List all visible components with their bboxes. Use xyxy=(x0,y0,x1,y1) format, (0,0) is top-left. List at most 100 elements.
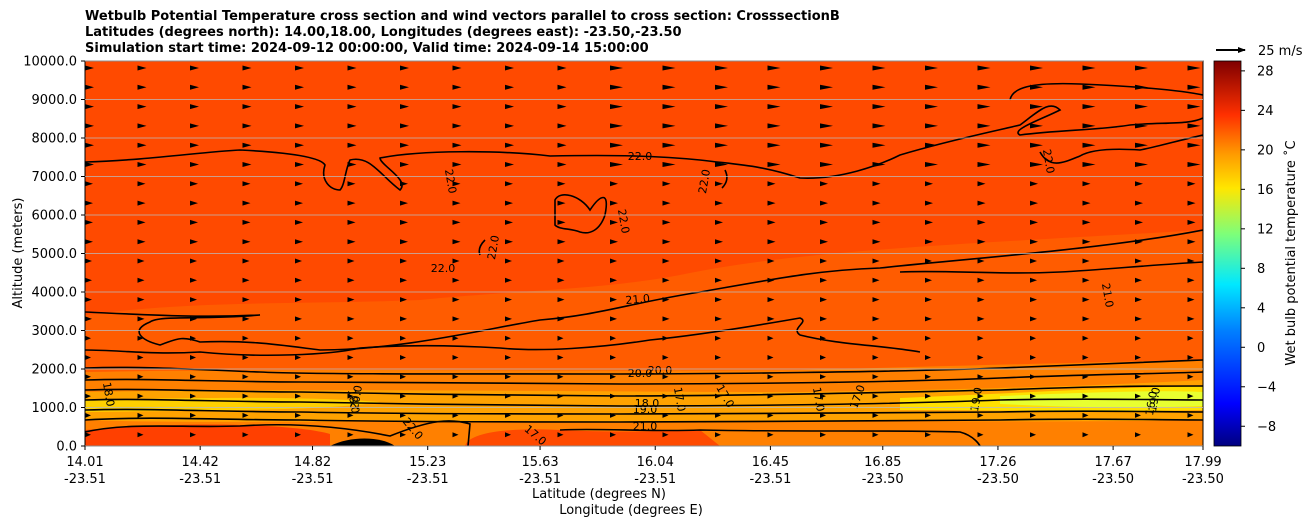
wind-vector xyxy=(1030,258,1037,264)
wind-vector xyxy=(820,335,826,341)
wind-vector-head xyxy=(872,104,886,110)
wind-vector-head xyxy=(977,84,991,90)
wind-vector-head xyxy=(137,297,145,303)
wind-vector xyxy=(925,142,938,148)
wind-vector-head xyxy=(452,84,462,90)
wind-vector-head xyxy=(872,297,880,303)
wind-vector-head xyxy=(505,393,511,399)
wind-vector-head xyxy=(820,277,827,283)
wind-vector-head xyxy=(137,84,147,90)
wind-vector xyxy=(872,181,881,187)
wind-vector xyxy=(557,65,567,71)
wind-vector xyxy=(977,162,991,167)
contour-label: 17.0 xyxy=(810,386,827,412)
wind-vector xyxy=(85,239,93,245)
wind-vector-head xyxy=(347,374,354,380)
wind-vector-head xyxy=(557,316,565,322)
wind-vector xyxy=(1187,104,1201,110)
wind-vector-head xyxy=(662,200,671,206)
wind-vector xyxy=(505,335,511,341)
wind-vector-head xyxy=(610,239,618,245)
wind-vector-head xyxy=(925,412,931,418)
wind-vector-head xyxy=(820,258,827,264)
wind-vector-head xyxy=(1030,162,1043,167)
wind-vector xyxy=(557,316,565,322)
wind-vector-head xyxy=(85,104,94,110)
wind-vector-head xyxy=(1187,142,1201,148)
wind-vector xyxy=(767,123,781,129)
wind-vector-head xyxy=(662,432,669,438)
wind-vector-head xyxy=(242,412,249,418)
wind-vector-head xyxy=(85,65,94,71)
wind-vector-head xyxy=(242,335,249,341)
contour-label: 18.0 xyxy=(100,381,117,407)
wind-vector xyxy=(925,374,931,380)
wind-vector xyxy=(662,200,671,206)
wind-vector xyxy=(820,104,833,110)
wind-vector xyxy=(1135,181,1143,187)
wind-vector-head xyxy=(872,355,879,360)
wind-vector-head xyxy=(662,412,669,418)
wind-vector xyxy=(820,258,827,264)
wind-vector-head xyxy=(977,393,984,399)
wind-vector-head xyxy=(400,393,406,399)
wind-vector xyxy=(242,65,252,71)
wind-vector xyxy=(137,123,147,129)
wind-vector-head xyxy=(452,335,459,341)
wind-vector xyxy=(557,335,564,341)
wind-vector xyxy=(1082,65,1096,71)
wind-vector-head xyxy=(347,297,355,303)
wind-vector xyxy=(977,297,985,303)
wind-vector-head xyxy=(242,297,250,303)
contour-label: 18.0 xyxy=(635,397,660,410)
y-tick-label: 10000.0 xyxy=(23,55,77,70)
wind-vector xyxy=(662,277,670,283)
wind-vector-head xyxy=(242,104,252,110)
wind-vector-head xyxy=(1135,316,1142,322)
wind-vector xyxy=(452,219,461,225)
wind-vector xyxy=(295,104,304,110)
wind-vector-head xyxy=(137,277,145,283)
wind-vector-head xyxy=(977,65,991,71)
wind-vector xyxy=(662,316,670,322)
wind-vector xyxy=(190,104,199,110)
wind-vector xyxy=(1082,374,1089,380)
wind-vector-head xyxy=(1082,335,1089,341)
x-axis-label-longitude: Longitude (degrees E) xyxy=(559,503,703,518)
wind-vector-head xyxy=(662,162,676,167)
wind-vector xyxy=(1187,432,1194,438)
wind-vector-head xyxy=(190,374,196,380)
wind-vector-head xyxy=(872,65,886,71)
wind-vector-head xyxy=(610,104,623,110)
wind-vector xyxy=(1135,162,1148,167)
wind-vector xyxy=(662,162,676,167)
wind-vector-head xyxy=(85,219,93,225)
wind-vector-head xyxy=(977,200,986,206)
wind-vector-head xyxy=(1082,432,1089,438)
wind-vector-head xyxy=(715,162,728,167)
wind-vector-head xyxy=(1030,123,1043,129)
wind-vector-head xyxy=(347,104,357,110)
wind-vector xyxy=(557,374,564,380)
wind-vector-head xyxy=(715,297,722,303)
wind-vector-head xyxy=(1030,258,1037,264)
wind-vector-head xyxy=(1135,65,1148,71)
wind-vector-head xyxy=(662,297,670,303)
wind-vector-head xyxy=(452,374,459,380)
wind-vector-head xyxy=(872,393,879,399)
wind-vector xyxy=(767,355,774,360)
wind-vector xyxy=(137,316,145,322)
wind-vector-head xyxy=(715,65,728,71)
contour-lines xyxy=(85,82,1203,446)
wind-vector xyxy=(347,219,356,225)
wind-vector xyxy=(557,297,565,303)
wind-vector xyxy=(1030,239,1038,245)
wind-vector xyxy=(1135,355,1141,360)
wind-vector xyxy=(295,374,301,380)
wind-vector-head xyxy=(872,335,879,341)
wind-vector-head xyxy=(242,123,252,129)
wind-vector-head xyxy=(295,104,304,110)
wind-vector-head xyxy=(137,142,147,148)
wind-vector-head xyxy=(242,65,252,71)
y-tick-label: 1000.0 xyxy=(32,401,78,416)
